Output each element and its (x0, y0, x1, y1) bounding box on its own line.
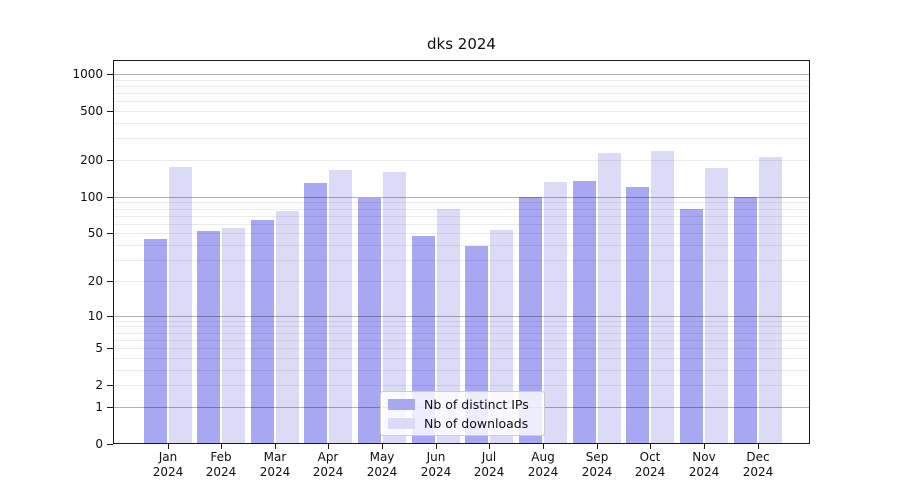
bar-nb-of-distinct-ips-dec-2024 (733, 196, 757, 444)
ytick-mark-5 (107, 348, 113, 349)
xtick-label-dec-2024: Dec 2024 (742, 450, 774, 479)
xtick-mark-jul-2024 (489, 444, 490, 449)
xtick-label-aug-2024: Aug 2024 (527, 450, 559, 479)
bar-nb-of-downloads-jun-2024 (436, 208, 460, 444)
ytick-mark-1 (107, 407, 113, 408)
xtick-mark-mar-2024 (275, 444, 276, 449)
bar-nb-of-downloads-apr-2024 (329, 170, 353, 444)
xtick-label-feb-2024: Feb 2024 (205, 450, 237, 479)
xtick-label-apr-2024: Apr 2024 (312, 450, 344, 479)
ytick-mark-50 (107, 233, 113, 234)
gridline-200 (113, 160, 810, 161)
xtick-label-sep-2024: Sep 2024 (581, 450, 613, 479)
xtick-label-nov-2024: Nov 2024 (688, 450, 720, 479)
xtick-mark-aug-2024 (543, 444, 544, 449)
ytick-label-1: 1 (95, 400, 103, 414)
bar-nb-of-downloads-dec-2024 (758, 156, 782, 444)
bar-nb-of-distinct-ips-may-2024 (358, 197, 381, 444)
bar-nb-of-downloads-jul-2024 (490, 230, 514, 444)
bar-nb-of-distinct-ips-oct-2024 (626, 187, 650, 444)
ytick-mark-2 (107, 385, 113, 386)
ytick-label-0: 0 (95, 437, 103, 451)
legend-item-downloads: Nb of downloads (388, 415, 537, 431)
ytick-mark-0 (107, 444, 113, 445)
gridline-800 (113, 86, 810, 87)
bar-nb-of-downloads-may-2024 (383, 171, 406, 444)
xtick-mark-feb-2024 (221, 444, 222, 449)
ytick-label-50: 50 (87, 226, 103, 240)
xtick-mark-apr-2024 (328, 444, 329, 449)
xtick-label-may-2024: May 2024 (366, 450, 398, 479)
xtick-mark-oct-2024 (650, 444, 651, 449)
bar-nb-of-downloads-jan-2024 (168, 167, 192, 444)
xtick-label-jan-2024: Jan 2024 (152, 450, 184, 479)
xtick-label-mar-2024: Mar 2024 (259, 450, 291, 479)
xtick-label-jul-2024: Jul 2024 (473, 450, 505, 479)
xtick-label-jun-2024: Jun 2024 (420, 450, 452, 479)
ytick-label-1000: 1000 (72, 67, 103, 81)
gridline-500 (113, 111, 810, 112)
bar-nb-of-downloads-feb-2024 (222, 227, 246, 444)
plot-area (113, 60, 810, 444)
legend-label-distinct-ips: Nb of distinct IPs (424, 396, 529, 412)
bar-nb-of-distinct-ips-nov-2024 (679, 209, 703, 444)
ytick-label-500: 500 (80, 104, 103, 118)
gridline-1000 (113, 74, 810, 75)
ytick-label-5: 5 (95, 341, 103, 355)
xtick-label-oct-2024: Oct 2024 (634, 450, 666, 479)
bar-nb-of-distinct-ips-aug-2024 (519, 197, 542, 444)
ytick-mark-200 (107, 160, 113, 161)
bar-nb-of-downloads-nov-2024 (704, 168, 728, 444)
legend-item-distinct-ips: Nb of distinct IPs (388, 396, 537, 412)
ytick-mark-1000 (107, 74, 113, 75)
ytick-mark-500 (107, 111, 113, 112)
legend: Nb of distinct IPs Nb of downloads (380, 391, 545, 436)
ytick-mark-10 (107, 316, 113, 317)
gridline-900 (113, 80, 810, 81)
legend-swatch-downloads (388, 417, 415, 429)
legend-label-downloads: Nb of downloads (424, 415, 529, 431)
xtick-mark-jun-2024 (436, 444, 437, 449)
ytick-label-10: 10 (87, 309, 103, 323)
bar-nb-of-downloads-aug-2024 (544, 181, 567, 444)
gridline-300 (113, 138, 810, 139)
bar-nb-of-distinct-ips-mar-2024 (250, 220, 274, 444)
ytick-label-2: 2 (95, 378, 103, 392)
xtick-mark-may-2024 (382, 444, 383, 449)
xtick-mark-dec-2024 (758, 444, 759, 449)
bar-nb-of-distinct-ips-jan-2024 (143, 239, 167, 444)
ytick-mark-100 (107, 197, 113, 198)
xtick-mark-sep-2024 (597, 444, 598, 449)
gridline-400 (113, 123, 810, 124)
ytick-label-200: 200 (80, 153, 103, 167)
legend-swatch-distinct-ips (388, 398, 415, 410)
gridline-600 (113, 101, 810, 102)
bar-nb-of-distinct-ips-apr-2024 (304, 182, 328, 444)
bar-nb-of-downloads-oct-2024 (651, 151, 675, 444)
bar-nb-of-downloads-mar-2024 (275, 210, 299, 444)
xtick-mark-nov-2024 (704, 444, 705, 449)
ytick-mark-20 (107, 281, 113, 282)
ytick-label-100: 100 (80, 190, 103, 204)
xtick-mark-jan-2024 (168, 444, 169, 449)
bar-nb-of-distinct-ips-feb-2024 (197, 231, 221, 444)
gridline-700 (113, 93, 810, 94)
bar-nb-of-downloads-sep-2024 (597, 153, 621, 444)
chart-title: dks 2024 (427, 35, 496, 53)
ytick-label-20: 20 (87, 274, 103, 288)
bar-nb-of-distinct-ips-sep-2024 (572, 180, 596, 444)
